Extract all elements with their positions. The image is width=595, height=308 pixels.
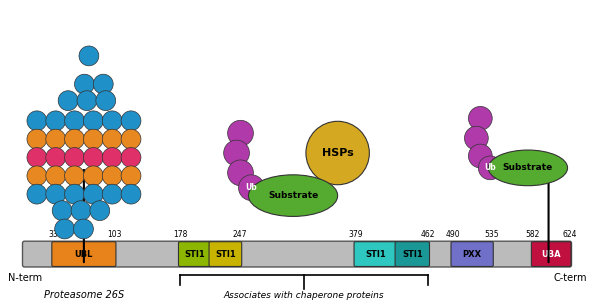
Circle shape	[102, 148, 122, 167]
Text: UBL: UBL	[75, 249, 93, 259]
Text: C-term: C-term	[554, 273, 587, 283]
Circle shape	[90, 201, 109, 221]
Circle shape	[83, 129, 104, 149]
FancyBboxPatch shape	[178, 242, 212, 266]
Circle shape	[224, 140, 249, 166]
FancyBboxPatch shape	[209, 242, 242, 266]
Ellipse shape	[249, 175, 337, 217]
Text: STI1: STI1	[215, 249, 236, 259]
Circle shape	[93, 74, 113, 94]
Circle shape	[468, 144, 492, 168]
Text: Associates with chaperone proteins: Associates with chaperone proteins	[224, 291, 384, 300]
Circle shape	[228, 160, 253, 186]
Circle shape	[27, 148, 47, 167]
Circle shape	[27, 111, 47, 131]
Circle shape	[102, 184, 122, 204]
Circle shape	[46, 166, 65, 186]
Circle shape	[83, 148, 104, 167]
Circle shape	[102, 166, 122, 186]
FancyBboxPatch shape	[23, 241, 572, 267]
Circle shape	[65, 111, 84, 131]
Text: STI1: STI1	[402, 249, 422, 259]
Text: 624: 624	[562, 230, 577, 239]
Circle shape	[52, 201, 72, 221]
Text: HSPs: HSPs	[322, 148, 353, 158]
Circle shape	[65, 166, 84, 186]
Text: Proteasome 26S: Proteasome 26S	[44, 290, 124, 300]
Circle shape	[77, 91, 97, 111]
Circle shape	[83, 184, 104, 204]
Circle shape	[65, 129, 84, 149]
Ellipse shape	[488, 150, 568, 186]
Circle shape	[83, 166, 104, 186]
Circle shape	[306, 121, 369, 185]
Circle shape	[96, 91, 115, 111]
Circle shape	[27, 166, 47, 186]
Text: 535: 535	[484, 230, 499, 239]
Circle shape	[102, 129, 122, 149]
Text: 462: 462	[421, 230, 436, 239]
Circle shape	[121, 166, 141, 186]
FancyBboxPatch shape	[52, 242, 116, 266]
Text: Ub: Ub	[246, 183, 257, 192]
FancyBboxPatch shape	[395, 242, 430, 266]
Text: N-term: N-term	[8, 273, 42, 283]
Text: 379: 379	[348, 230, 363, 239]
Text: 178: 178	[173, 230, 187, 239]
Text: 33: 33	[48, 230, 58, 239]
Text: STI1: STI1	[185, 249, 206, 259]
Text: PXX: PXX	[462, 249, 482, 259]
FancyBboxPatch shape	[451, 242, 493, 266]
Circle shape	[121, 111, 141, 131]
Circle shape	[102, 111, 122, 131]
Circle shape	[74, 219, 93, 239]
Circle shape	[121, 184, 141, 204]
Circle shape	[239, 175, 264, 201]
Text: Ub: Ub	[484, 163, 496, 172]
Circle shape	[121, 129, 141, 149]
Circle shape	[121, 148, 141, 167]
Circle shape	[46, 111, 65, 131]
Circle shape	[79, 46, 99, 66]
Text: UBA: UBA	[541, 249, 561, 259]
Circle shape	[71, 201, 91, 221]
Circle shape	[46, 129, 65, 149]
Circle shape	[46, 184, 65, 204]
Circle shape	[228, 120, 253, 146]
Circle shape	[74, 74, 95, 94]
FancyBboxPatch shape	[354, 242, 398, 266]
Circle shape	[65, 148, 84, 167]
Circle shape	[55, 219, 74, 239]
Circle shape	[46, 148, 65, 167]
FancyBboxPatch shape	[531, 242, 571, 266]
Circle shape	[478, 156, 502, 180]
Circle shape	[27, 129, 47, 149]
Text: 582: 582	[525, 230, 540, 239]
Circle shape	[27, 184, 47, 204]
Circle shape	[58, 91, 78, 111]
Text: Substrate: Substrate	[268, 191, 318, 200]
Text: 490: 490	[445, 230, 460, 239]
Circle shape	[465, 126, 488, 150]
Text: 103: 103	[107, 230, 122, 239]
Text: Substrate: Substrate	[503, 163, 553, 172]
Circle shape	[83, 111, 104, 131]
Text: 247: 247	[233, 230, 248, 239]
Circle shape	[65, 184, 84, 204]
Text: STI1: STI1	[366, 249, 386, 259]
Circle shape	[468, 107, 492, 130]
